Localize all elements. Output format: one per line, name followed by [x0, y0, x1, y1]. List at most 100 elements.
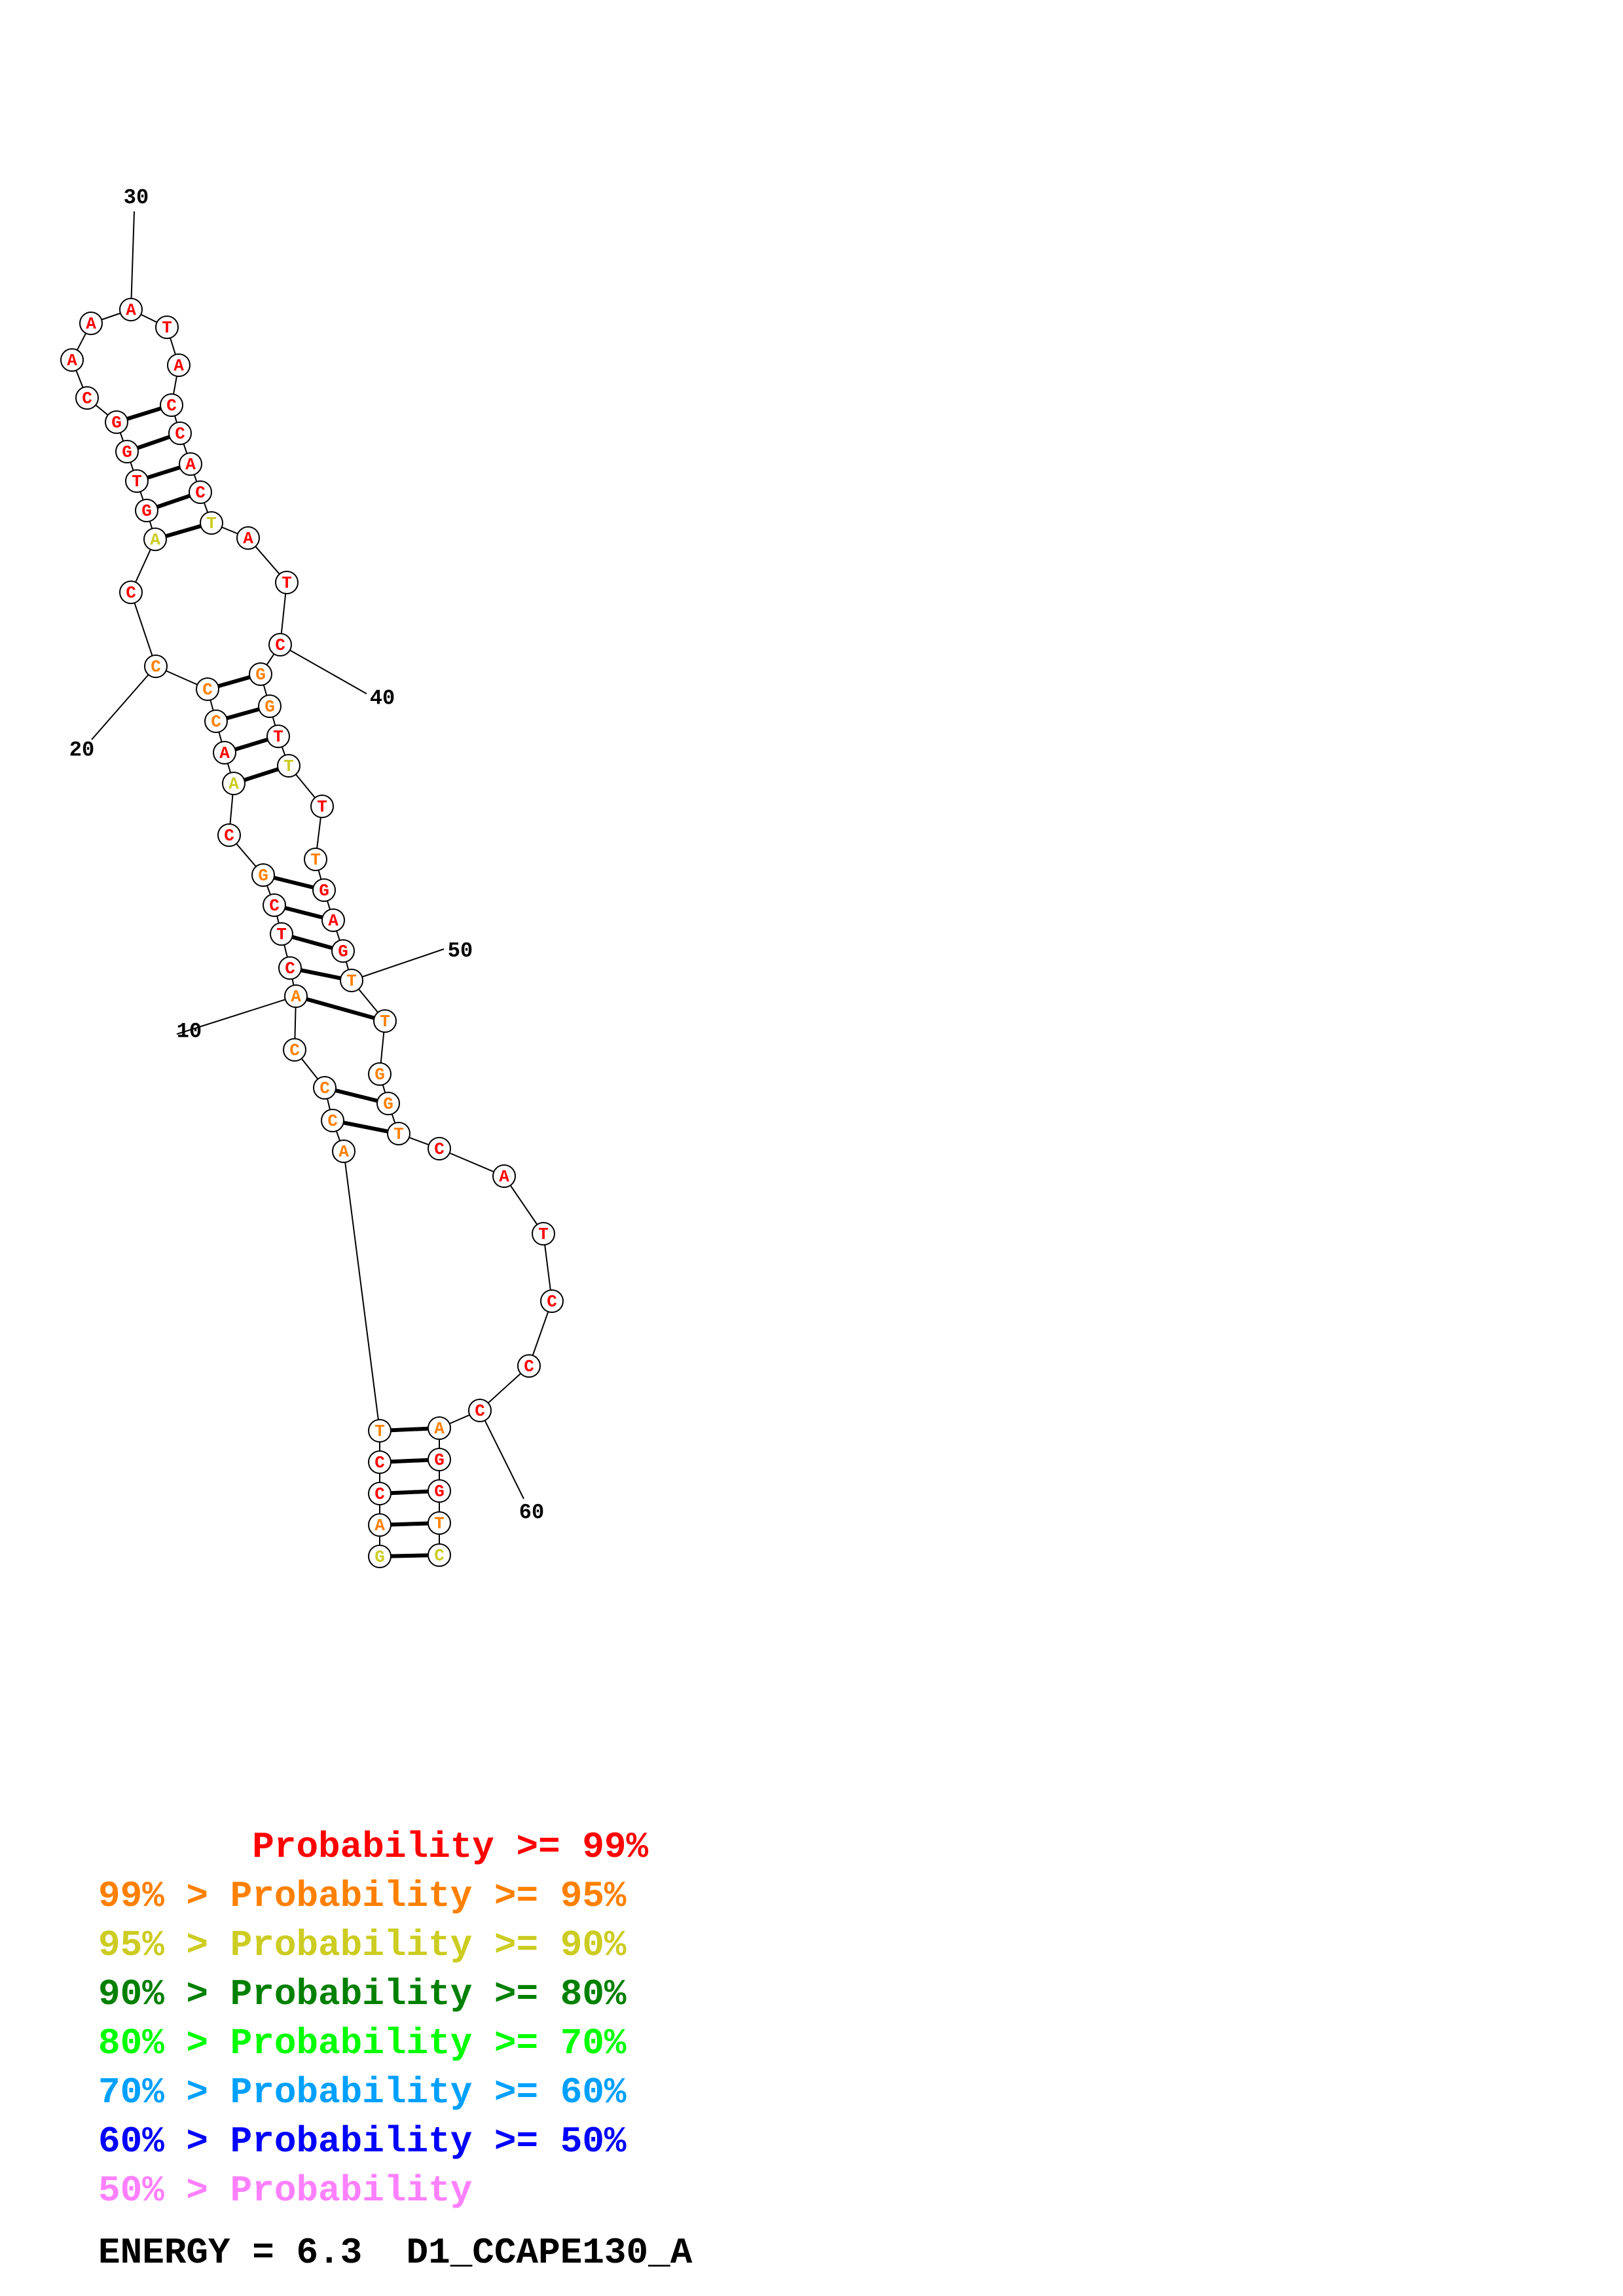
nucleotide-circle [332, 1139, 356, 1163]
nucleotide: C [468, 1399, 492, 1422]
nucleotide-circle [236, 526, 260, 550]
nucleotide-letter: A [374, 1516, 385, 1535]
nucleotide: G [428, 1448, 451, 1471]
nucleotide-circle [204, 709, 228, 733]
nucleotide-letter: A [185, 455, 196, 475]
position-tick [280, 644, 367, 694]
nucleotide-letter: C [166, 396, 177, 416]
nucleotide-circle [368, 1062, 392, 1086]
nucleotide-letter: C [327, 1111, 338, 1131]
nucleotide-circle [492, 1164, 516, 1188]
nucleotide-letter: G [374, 1547, 385, 1567]
position-ticks: 10 20 30 40 50 60 [69, 186, 544, 1525]
nucleotide: C [160, 393, 183, 417]
nucleotide-letter: C [285, 959, 295, 978]
nucleotide: G [105, 410, 128, 434]
position-label: 20 [69, 738, 94, 762]
nucleotide-circle [135, 499, 158, 522]
probability-legend: Probability >= 99% 99% > Probability >= … [98, 1826, 884, 2284]
nucleotide-circle [275, 571, 299, 594]
nucleotide-letter: T [310, 850, 321, 870]
nucleotide-circle [79, 312, 103, 335]
nucleotide-circle [268, 633, 292, 656]
nucleotide: G [135, 499, 158, 522]
legend-line: 90% > Probability >= 80% [98, 1973, 627, 2015]
nucleotide-letter: C [202, 680, 213, 700]
nucleotide-letter: A [243, 529, 253, 548]
nucleotide: T [373, 1009, 397, 1033]
nucleotide-letter: C [126, 583, 136, 603]
nucleotide-circle [196, 677, 219, 701]
nucleotide-circle [277, 754, 301, 778]
nucleotide-letter: C [211, 712, 221, 732]
nucleotide-circle [373, 1009, 397, 1033]
nucleotide-letter: T [374, 1422, 385, 1441]
nucleotide: T [310, 795, 334, 818]
nucleotide-circle [251, 863, 275, 887]
nucleotide-circle [532, 1222, 555, 1246]
position-tick [351, 948, 445, 981]
position-tick [479, 1410, 524, 1499]
nucleotide-letter: C [224, 826, 234, 846]
nucleotide-circle [313, 1076, 337, 1100]
legend-line: Probability >= 99% [98, 1826, 649, 1868]
nucleotide-circle [428, 1448, 451, 1471]
nucleotide: C [204, 709, 228, 733]
nucleotide-circle [428, 1416, 451, 1440]
nucleotide: A [167, 353, 191, 377]
nucleotide-circle [200, 511, 223, 535]
nucleotide-letter: G [434, 1450, 445, 1470]
nucleotide-letter: T [162, 318, 172, 338]
nucleotide: C [196, 677, 219, 701]
nucleotide: C [144, 655, 168, 678]
nucleotide: C [517, 1354, 541, 1378]
nucleotide-circle [428, 1511, 451, 1535]
nucleotide-letter: T [380, 1012, 390, 1031]
nucleotide-letter: A [291, 987, 301, 1007]
nucleotide-letter: G [141, 501, 152, 521]
nucleotide: T [304, 848, 327, 871]
nucleotide: G [258, 694, 282, 718]
nucleotide-letter: C [275, 636, 285, 655]
nucleotide: A [492, 1164, 516, 1188]
nucleotide-letter: C [434, 1546, 445, 1566]
nucleotide: C [119, 581, 143, 604]
nucleotide-circle [321, 1109, 344, 1132]
position-label: 30 [124, 186, 149, 210]
nucleotide-circle [249, 662, 272, 686]
nucleotide-circle [258, 694, 282, 718]
nucleotide-letter: G [374, 1065, 385, 1085]
nucleotide-circle [119, 298, 143, 321]
nucleotide-letter: T [393, 1124, 404, 1144]
nucleotide-circle [119, 581, 143, 604]
nucleotide: A [368, 1513, 392, 1537]
nucleotide-circle [340, 969, 363, 992]
nucleotide-letter: A [67, 351, 77, 370]
nucleotide-letter: G [122, 442, 132, 462]
nucleotide-letter: G [255, 665, 266, 685]
nucleotide: G [331, 939, 355, 963]
legend-line: 95% > Probability >= 90% [98, 1924, 627, 1966]
nucleotide-letter: T [282, 573, 292, 593]
nucleotide: C [428, 1137, 451, 1160]
nucleotide-circle [368, 1482, 392, 1505]
nucleotide-circle [278, 956, 302, 980]
nucleotide-letter: C [82, 389, 92, 408]
nucleotide: G [251, 863, 275, 887]
nucleotide-letter: G [383, 1094, 393, 1114]
nucleotide-letter: A [126, 300, 136, 320]
position-label: 10 [177, 1020, 202, 1044]
nucleotide-letter: A [228, 774, 239, 794]
nucleotide: T [532, 1222, 555, 1246]
nucleotide-circle [270, 922, 293, 946]
nucleotide-circle [115, 440, 139, 463]
nucleotide-letter: A [434, 1419, 445, 1439]
position-label: 50 [448, 939, 473, 963]
nucleotide-letter: T [276, 925, 287, 944]
nucleotide-circle [144, 655, 168, 678]
nucleotide-circle [266, 725, 290, 748]
position-label: 60 [519, 1501, 544, 1525]
nucleotide-circle [143, 528, 167, 551]
nucleotide-letter: C [547, 1292, 557, 1312]
nucleotide-letter: C [269, 896, 280, 916]
